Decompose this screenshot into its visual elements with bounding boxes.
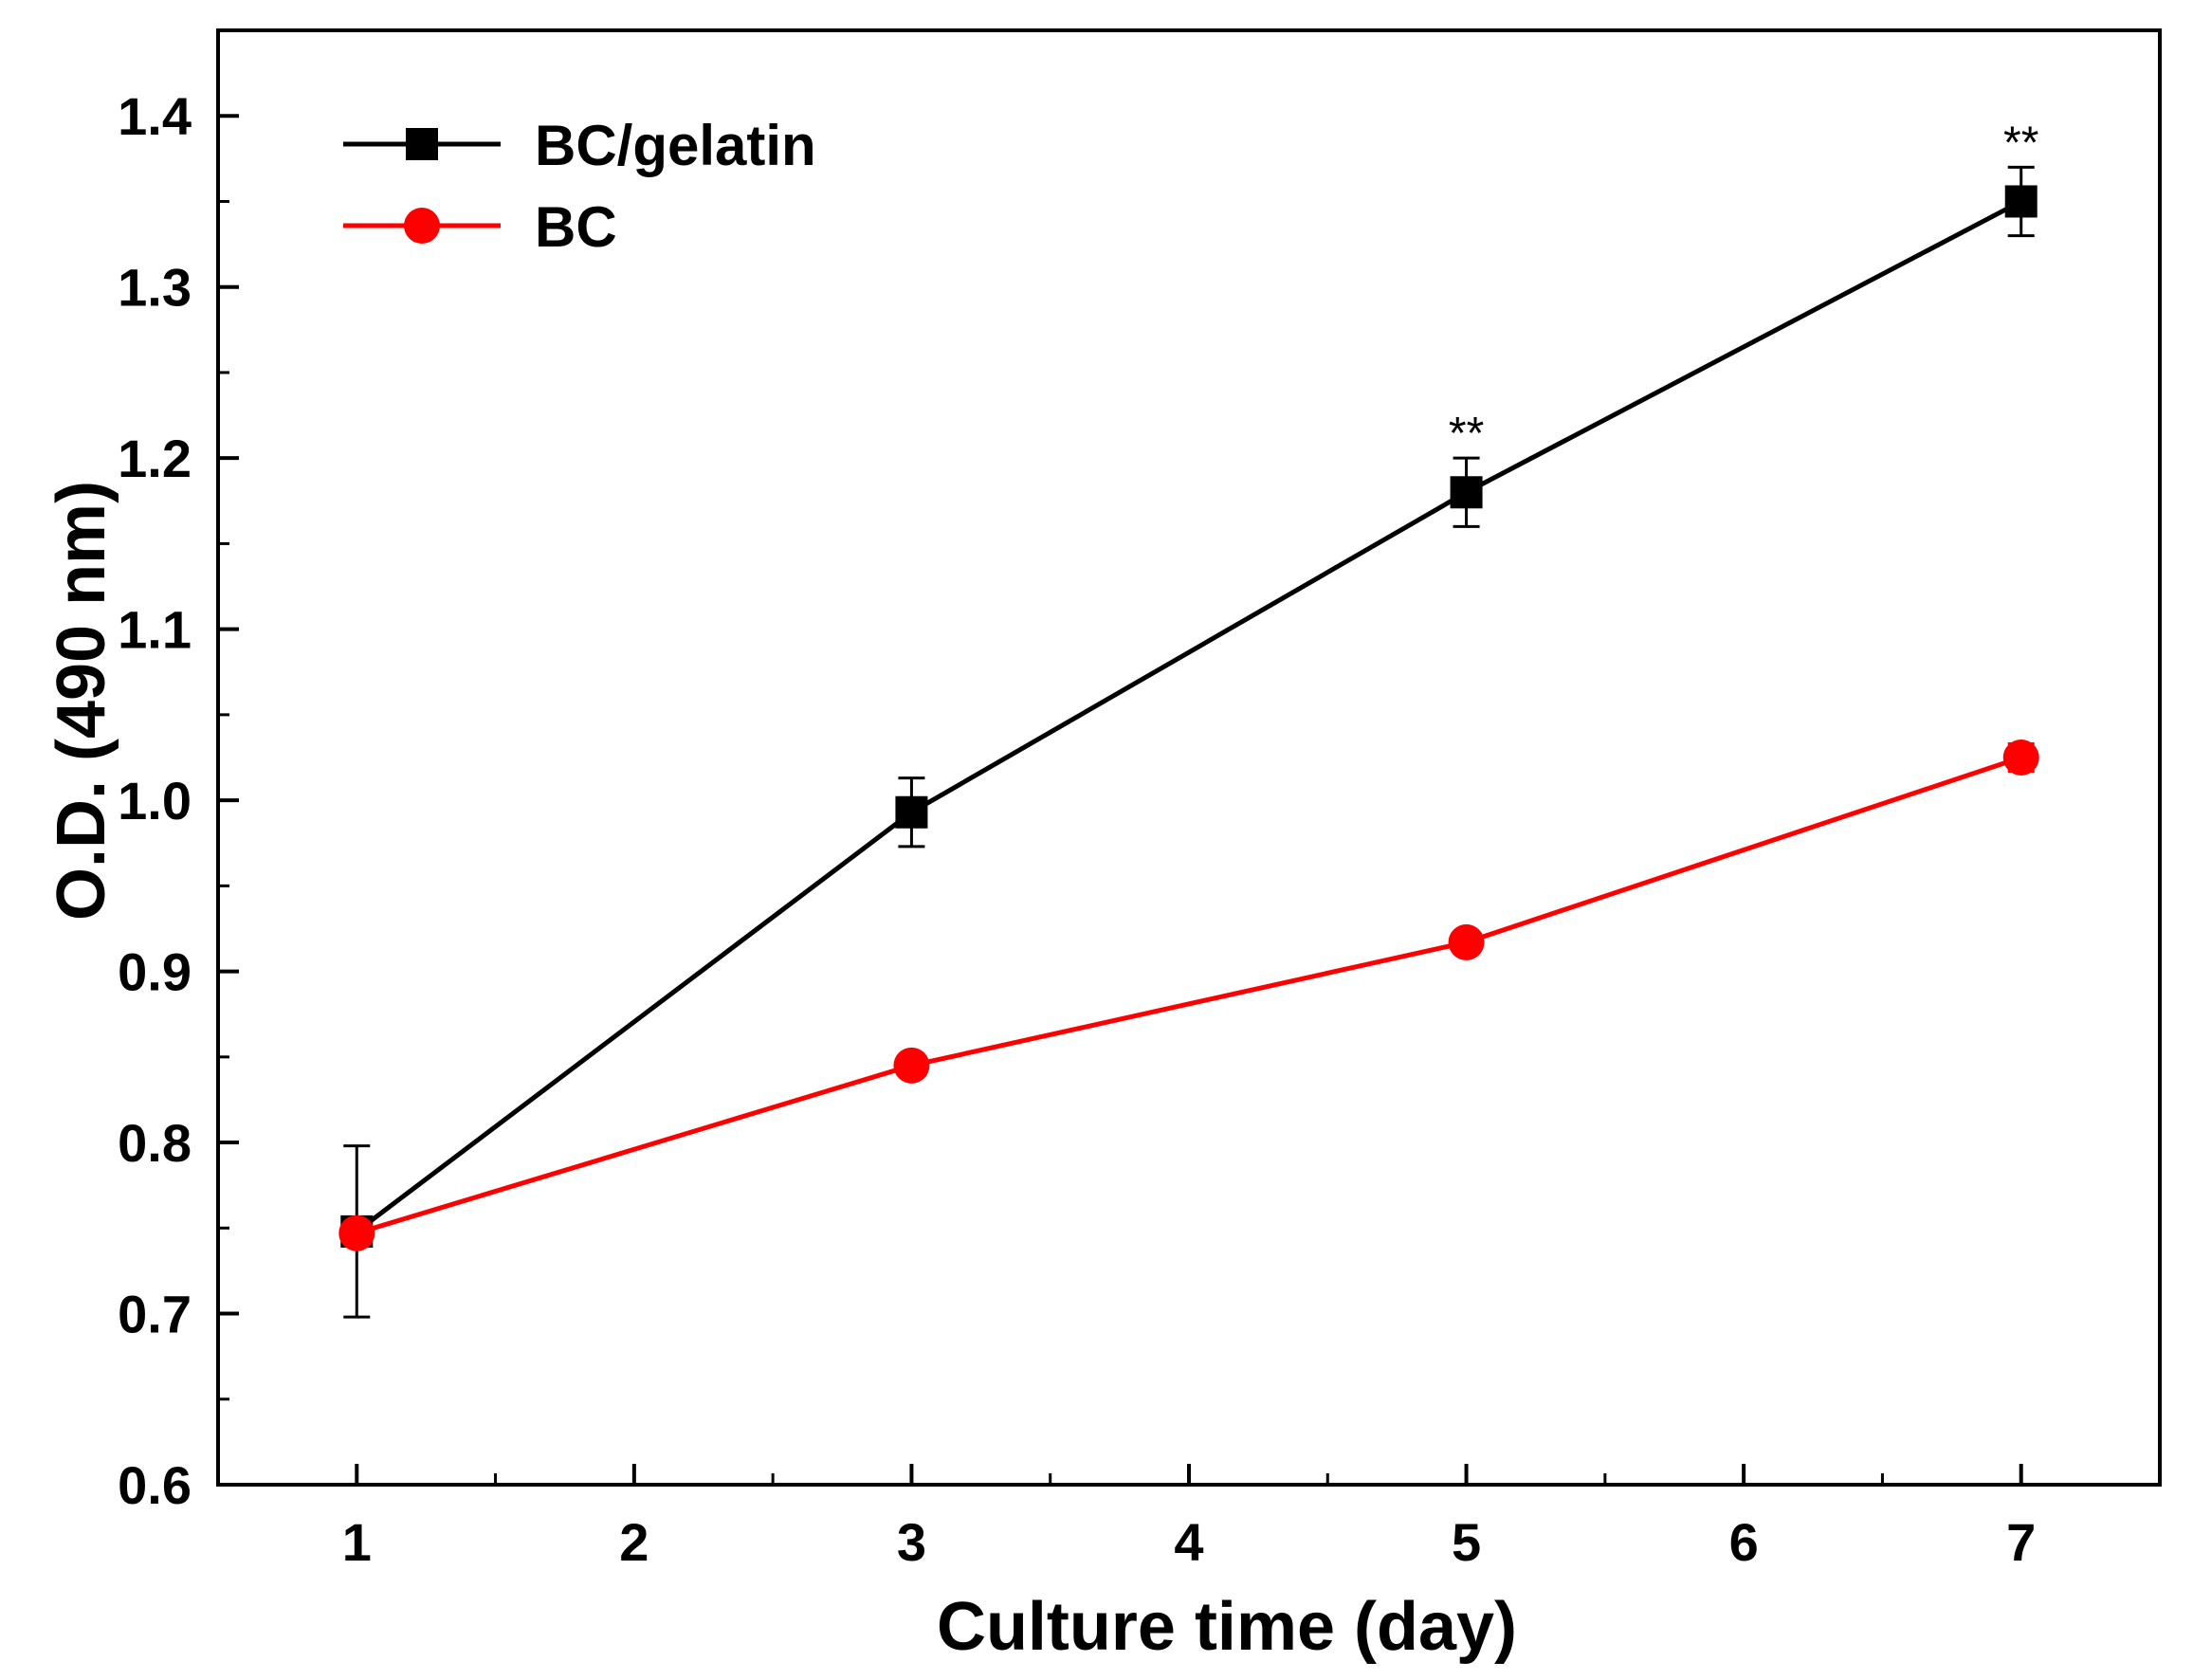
annotation-layer: ** ** (1449, 118, 2039, 459)
data-point (2002, 740, 2039, 776)
x-axis-label: Culture time (day) (937, 1589, 1517, 1665)
x-tick-label: 6 (1729, 1512, 1759, 1572)
y-tick-label: 0.9 (118, 942, 192, 1002)
legend-item: BC/gelatin (343, 114, 816, 177)
x-tick-label: 7 (2006, 1512, 2036, 1572)
y-tick-label: 1.1 (118, 600, 192, 660)
data-point (1450, 476, 1483, 509)
x-tick-label: 3 (897, 1512, 926, 1572)
y-axis-ticks: 0.6 0.7 0.8 0.9 1.0 1.1 1.2 1.3 1.4 (118, 86, 239, 1515)
data-point (2004, 185, 2038, 218)
y-tick-label: 0.8 (118, 1113, 192, 1173)
y-tick-label: 1.3 (118, 258, 192, 318)
significance-label: ** (1449, 409, 1484, 459)
data-point (895, 795, 928, 829)
series-bc-gelatin (340, 165, 2038, 1319)
x-tick-label: 1 (342, 1512, 372, 1572)
legend-label: BC (535, 195, 617, 259)
x-tick-label: 2 (619, 1512, 649, 1572)
series-line (356, 755, 2022, 1236)
data-point (893, 1047, 930, 1084)
y-axis-label: O.D. (490 nm) (44, 481, 119, 921)
y-tick-label: 1.2 (118, 429, 192, 488)
data-point (1448, 923, 1485, 960)
legend-marker (406, 128, 438, 160)
series-line (355, 199, 2022, 1233)
legend-marker (404, 208, 440, 244)
legend-item: BC (343, 195, 617, 259)
significance-label: ** (2003, 118, 2038, 168)
x-axis-ticks: 1 2 3 4 5 6 7 (342, 1464, 2036, 1572)
x-tick-label: 5 (1452, 1512, 1481, 1572)
legend: BC/gelatin BC (343, 114, 816, 259)
data-point (338, 1214, 375, 1251)
y-tick-label: 1.4 (118, 86, 192, 146)
x-tick-label: 4 (1174, 1512, 1203, 1572)
plot-frame (216, 28, 2162, 1487)
series-layer (338, 165, 2039, 1319)
y-tick-label: 0.7 (118, 1285, 192, 1344)
y-tick-label: 1.0 (118, 771, 192, 831)
legend-label: BC/gelatin (535, 114, 816, 177)
series-bc (338, 740, 2039, 1251)
y-tick-label: 0.6 (118, 1455, 192, 1515)
